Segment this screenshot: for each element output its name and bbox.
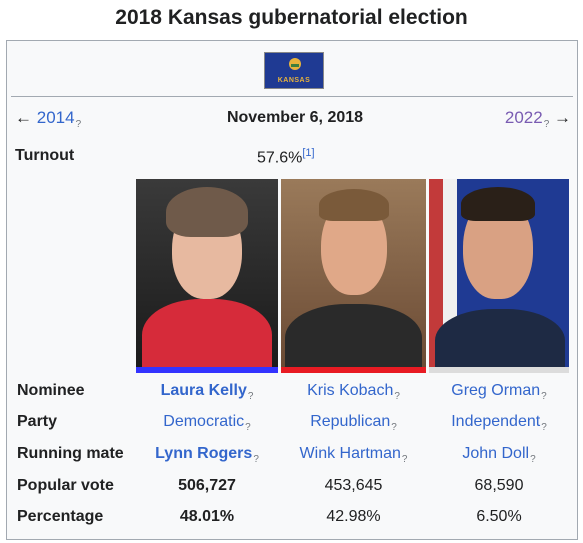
party-link[interactable]: Independent [451,413,541,430]
hair-shape [461,187,535,221]
percentage-value: 6.50% [476,508,522,525]
running-mate-cell: John Doll? [429,445,569,465]
right-arrow-icon: → [554,108,571,127]
party-cell: Republican? [281,413,426,433]
party-link[interactable]: Republican [310,413,391,430]
jacket-shape [142,299,272,369]
nominee-link[interactable]: Greg Orman [451,382,541,399]
turnout-label: Turnout [15,147,75,164]
candidate-photo-kris-kobach[interactable] [281,179,426,369]
help-icon[interactable]: ? [541,422,547,434]
candidate-photo-laura-kelly[interactable] [136,179,278,369]
help-icon[interactable]: ? [245,422,251,434]
hair-shape [319,189,389,221]
jacket-shape [435,309,565,369]
popular-vote-value: 453,645 [324,477,383,494]
reference-link[interactable]: [1] [302,147,315,159]
next-election-link[interactable]: 2022? → [505,108,571,130]
nominee-cell: Greg Orman? [429,382,569,402]
running-mate-cell: Wink Hartman? [281,445,426,465]
help-icon[interactable]: ? [391,422,397,434]
flag-text: KANSAS [277,77,311,84]
running-mate-link[interactable]: Wink Hartman [299,445,401,462]
page-title: 2018 Kansas gubernatorial election [115,6,468,29]
nominee-cell: Kris Kobach? [281,382,426,402]
running-mate-link[interactable]: John Doll [462,445,530,462]
candidate-photo-greg-orman[interactable] [429,179,569,369]
party-link[interactable]: Democratic [163,413,245,430]
turnout-percentage: 57.6% [257,149,303,167]
previous-election-link[interactable]: ← 2014? [15,108,81,130]
help-icon[interactable]: ? [541,391,547,403]
nominee-label: Nominee [17,382,85,399]
help-icon[interactable]: ? [530,454,536,466]
percentage-value: 48.01% [179,508,235,525]
party-color-bar-republican [281,367,426,373]
help-icon[interactable]: ? [247,391,254,403]
party-color-bar-independent [429,367,569,373]
election-date: November 6, 2018 [226,109,364,126]
turnout-value: 57.6%[1] [257,147,457,167]
nominee-link[interactable]: Laura Kelly [160,382,247,399]
help-icon[interactable]: ? [75,119,82,131]
party-color-bar-democratic [136,367,278,373]
nominee-link[interactable]: Kris Kobach [307,382,394,399]
popular-vote-value: 68,590 [474,477,524,494]
popular-vote-label: Popular vote [17,477,114,494]
help-icon[interactable]: ? [253,454,259,466]
party-cell: Democratic? [136,413,278,433]
percentage-value: 42.98% [326,508,381,525]
party-cell: Independent? [429,413,569,433]
next-election-label[interactable]: 2022 [504,108,543,127]
left-arrow-icon: ← [15,108,32,127]
party-label: Party [17,413,58,430]
help-icon[interactable]: ? [401,454,408,466]
popular-vote-value: 506,727 [178,477,236,494]
previous-election-label[interactable]: 2014 [36,108,75,127]
nominee-cell: Laura Kelly? [136,382,278,402]
election-infobox: KANSAS ← 2014? November 6, 2018 2022? → … [6,40,578,540]
running-mate-link[interactable]: Lynn Rogers [155,445,253,462]
running-mate-label: Running mate [17,445,124,462]
kansas-flag-image[interactable]: KANSAS [264,52,324,89]
percentage-label: Percentage [17,508,104,525]
divider [11,96,573,97]
hair-shape [166,187,248,237]
help-icon[interactable]: ? [394,391,400,403]
jacket-shape [285,304,422,369]
running-mate-cell: Lynn Rogers? [136,445,278,465]
help-icon[interactable]: ? [543,119,550,131]
seal-icon [289,58,301,70]
